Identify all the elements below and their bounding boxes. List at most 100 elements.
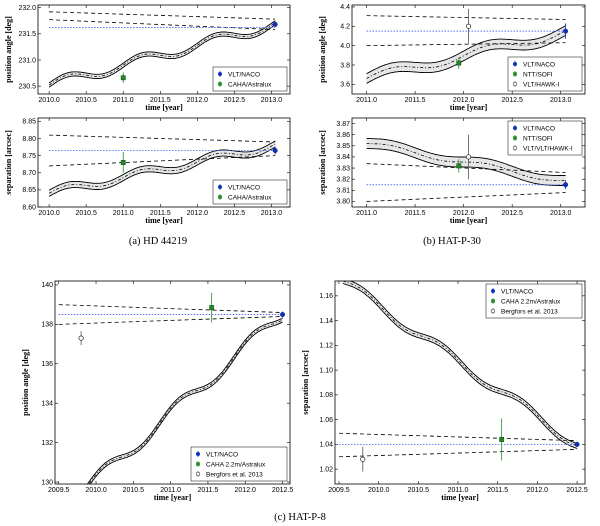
- legend-entry-label: CAHA 2.2m/Astralux: [501, 299, 561, 306]
- x-tick-label: 2010.5: [75, 97, 97, 104]
- x-tick-label: 2009.5: [328, 487, 350, 494]
- legend-marker-circle: [513, 62, 517, 66]
- legend: VLT/NACO CAHA/Astralux: [212, 179, 288, 205]
- y-tick-label: 3.82: [336, 176, 350, 183]
- x-tick-label: 2013.0: [550, 210, 572, 217]
- model-band-upper-edge: [48, 20, 276, 84]
- legend-entry-label: VLT/HAWK-I: [523, 82, 560, 89]
- legend-entry-label: NTT/SOFI: [523, 136, 553, 143]
- y-tick-label: 3.87: [336, 121, 350, 128]
- plot-frame: [334, 280, 586, 485]
- y-axis-label: position angle [deg]: [21, 349, 30, 416]
- x-tick-label: 2012.5: [224, 97, 246, 104]
- static-upper-bound: [49, 134, 276, 143]
- model-band-lower-edge: [342, 283, 578, 449]
- model-center-line: [366, 143, 566, 181]
- y-tick-label: 1.14: [319, 318, 333, 325]
- data-point-VLT/VLT/HAWK-I: [465, 154, 471, 160]
- y-tick-label: 1.02: [319, 466, 333, 473]
- legend-entry-label: VLT/NACO: [228, 185, 260, 192]
- legend-entry-label: CAHA/Astralux: [228, 195, 272, 202]
- x-tick-label: 2011.0: [113, 210, 134, 217]
- plot-frame: [54, 280, 291, 485]
- panel-hatp8-position-angle: 2009.5 2010.0 2010.5 2011.0 2011.5 2012.0 2012…: [21, 280, 293, 502]
- data-point-Bergfors et al. 2013: [360, 456, 366, 462]
- panel-hatp30-separation: 2011.0 2011.5 2012.0 2012.5 2013.0 3.80 3.81 3.…: [318, 117, 586, 225]
- legend-entry-label: VLT/NACO: [228, 72, 260, 79]
- legend-entry-label: CAHA/Astralux: [228, 82, 272, 89]
- y-axis-label: position angle [deg]: [4, 16, 13, 83]
- y-tick-label: 130: [41, 479, 53, 486]
- caption-a: (a) HD 44219: [129, 236, 187, 247]
- x-tick-label: 2011.0: [113, 97, 134, 104]
- x-tick-label: 2011.5: [487, 487, 508, 494]
- data-point-VLT/NACO: [563, 28, 569, 34]
- x-tick-label: 2010.0: [368, 487, 390, 494]
- x-tick-label: 2012.0: [453, 210, 475, 217]
- data-point-NTT/SOFI: [456, 60, 462, 66]
- x-tick-label: 2010.0: [38, 97, 60, 104]
- x-tick-label: 2010.5: [75, 210, 97, 217]
- x-axis-label: time [year]: [145, 103, 183, 112]
- legend-box: [212, 179, 288, 205]
- data-point-VLT/NACO: [272, 148, 278, 154]
- data-point-Bergfors et al. 2013: [78, 335, 84, 341]
- y-tick-label: 136: [41, 361, 53, 368]
- model-band-upper-edge: [349, 281, 578, 444]
- plot-frame: [351, 4, 586, 95]
- legend: VLT/NACO CAHA 2.2m/Astralux Bergfors et al…: [190, 446, 288, 482]
- y-tick-label: 8.75: [22, 153, 36, 160]
- y-tick-label: 140: [41, 282, 53, 289]
- x-tick-label: 2011.5: [405, 97, 426, 104]
- static-upper-bound: [366, 163, 566, 173]
- y-tick-label: 8.85: [22, 119, 36, 126]
- legend-box: [485, 283, 583, 319]
- y-tick-label: 4.0: [340, 43, 350, 50]
- legend-marker-square: [491, 299, 495, 303]
- y-tick-label: 4.4: [340, 4, 350, 11]
- data-point-VLT/NACO: [280, 312, 286, 318]
- plot-area: [58, 292, 286, 484]
- legend-box: [212, 66, 288, 92]
- legend-box: [507, 56, 583, 92]
- plot-area: [48, 11, 278, 88]
- x-tick-label: 2009.5: [48, 487, 70, 494]
- x-tick-label: 2010.5: [408, 487, 430, 494]
- legend-marker-open-circle: [195, 471, 201, 477]
- data-point-CAHA 2.2m/Astralux: [499, 437, 505, 442]
- y-tick-label: 3.86: [336, 132, 350, 139]
- y-tick-label: 138: [41, 322, 53, 329]
- x-axis-label: time [year]: [441, 493, 479, 502]
- legend: VLT/NACO CAHA/Astralux: [212, 66, 288, 92]
- y-tick-label: 1.06: [319, 417, 333, 424]
- x-tick-label: 2012.0: [187, 210, 209, 217]
- x-tick-label: 2012.0: [527, 487, 549, 494]
- plot-frame: [351, 117, 586, 208]
- legend-entry-label: Bergfors et al. 2013: [206, 472, 263, 479]
- y-tick-label: 3.81: [336, 188, 350, 195]
- y-tick-label: 3.80: [336, 199, 350, 206]
- model-center-line: [48, 143, 276, 194]
- panel-hatp8-separation: 2009.5 2010.0 2010.5 2011.0 2011.5 2012.0 2012…: [301, 280, 588, 502]
- data-point-CAHA/Astralux: [120, 160, 126, 165]
- y-tick-label: 8.60: [22, 204, 36, 211]
- legend-marker-square: [218, 195, 222, 199]
- data-point-CAHA 2.2m/Astralux: [209, 305, 215, 311]
- y-axis-label: separation [arcsec]: [301, 350, 310, 415]
- y-tick-label: 8.65: [22, 187, 36, 194]
- legend-entry-label: VLT/VLT/HAWK-I: [523, 146, 573, 153]
- y-axis-label: position angle [deg]: [318, 16, 327, 83]
- x-tick-label: 2012.5: [224, 210, 246, 217]
- legend-marker-square: [196, 462, 200, 466]
- static-lower-bound: [58, 316, 283, 325]
- plot-area: [48, 134, 278, 197]
- x-tick-label: 2011.5: [150, 210, 171, 217]
- model-center-line: [366, 30, 566, 79]
- x-axis-label: time [year]: [145, 216, 183, 225]
- x-tick-label: 2012.5: [501, 97, 523, 104]
- legend: VLT/NACO NTT/SOFI VLT/HAWK-I: [507, 56, 583, 92]
- legend-box: [190, 446, 288, 482]
- model-band-lower-edge: [48, 24, 276, 88]
- legend: VLT/NACO NTT/SOFI VLT/VLT/HAWK-I: [507, 120, 583, 156]
- y-tick-label: 231.0: [18, 57, 36, 64]
